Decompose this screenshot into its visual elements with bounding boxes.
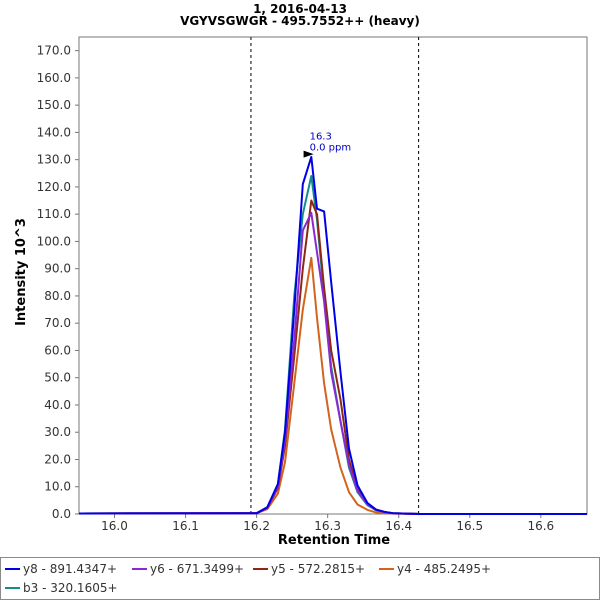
legend-label: y8 - 891.4347+ <box>23 562 118 576</box>
chart-title: 1, 2016-04-13 <box>253 2 347 16</box>
y-tick-label: 20.0 <box>44 452 71 466</box>
chromatogram-chart: 1, 2016-04-13 VGYVSGWGR - 495.7552++ (he… <box>14 2 588 548</box>
chart-subtitle: VGYVSGWGR - 495.7552++ (heavy) <box>180 14 420 28</box>
legend-item: y6 - 671.3499+ <box>132 560 244 578</box>
y-tick-label: 170.0 <box>37 44 71 58</box>
y-tick-label: 70.0 <box>44 316 71 330</box>
y-tick-label: 60.0 <box>44 343 71 357</box>
x-tick-label: 16.0 <box>101 519 128 533</box>
y-axis-label: Intensity 10^3 <box>14 218 29 326</box>
legend-item: y5 - 572.2815+ <box>253 560 365 578</box>
y-tick-label: 10.0 <box>44 480 71 494</box>
peak-ppm-label: 0.0 ppm <box>310 143 352 154</box>
plot-frame <box>78 36 588 515</box>
y-tick-label: 150.0 <box>37 98 71 112</box>
legend-swatch <box>253 568 268 570</box>
x-tick-label: 16.6 <box>527 519 554 533</box>
peak-rt-label: 16.3 <box>310 132 332 143</box>
x-tick-label: 16.3 <box>314 519 341 533</box>
y-tick-label: 90.0 <box>44 262 71 276</box>
y-tick-label: 0.0 <box>52 507 71 521</box>
y-tick-label: 140.0 <box>37 125 71 139</box>
y-tick-label: 80.0 <box>44 289 71 303</box>
legend-item: y4 - 485.2495+ <box>379 560 491 578</box>
x-tick-label: 16.4 <box>385 519 412 533</box>
y-tick-label: 40.0 <box>44 398 71 412</box>
y-tick-label: 100.0 <box>37 234 71 248</box>
y-tick-label: 120.0 <box>37 180 71 194</box>
plot-area: 0.0 10.0 20.0 30.0 40.0 50.0 60.0 70.0 80.0 90.0 1… <box>37 36 588 533</box>
x-tick-label: 16.2 <box>243 519 270 533</box>
legend-swatch <box>5 587 20 589</box>
y-tick-label: 130.0 <box>37 153 71 167</box>
legend-swatch <box>5 568 20 570</box>
peak-marker-icon <box>303 150 314 158</box>
legend-label: y4 - 485.2495+ <box>397 562 492 576</box>
legend-label: b3 - 320.1605+ <box>23 581 118 595</box>
legend-label: y5 - 572.2815+ <box>271 562 366 576</box>
x-tick-label: 16.5 <box>456 519 483 533</box>
x-tick-label: 16.1 <box>172 519 199 533</box>
series-line-y8 <box>78 155 587 515</box>
legend-label: y6 - 671.3499+ <box>150 562 245 576</box>
legend: y8 - 891.4347+ y6 - 671.3499+ y5 - 572.281… <box>0 557 600 600</box>
x-axis-label: Retention Time <box>278 533 390 548</box>
y-tick-label: 50.0 <box>44 371 71 385</box>
legend-item: y8 - 891.4347+ <box>5 560 117 578</box>
legend-swatch <box>379 568 394 570</box>
legend-swatch <box>132 568 147 570</box>
legend-item: b3 - 320.1605+ <box>5 579 118 597</box>
y-tick-label: 110.0 <box>37 207 71 221</box>
y-tick-label: 160.0 <box>37 71 71 85</box>
y-tick-label: 30.0 <box>44 425 71 439</box>
